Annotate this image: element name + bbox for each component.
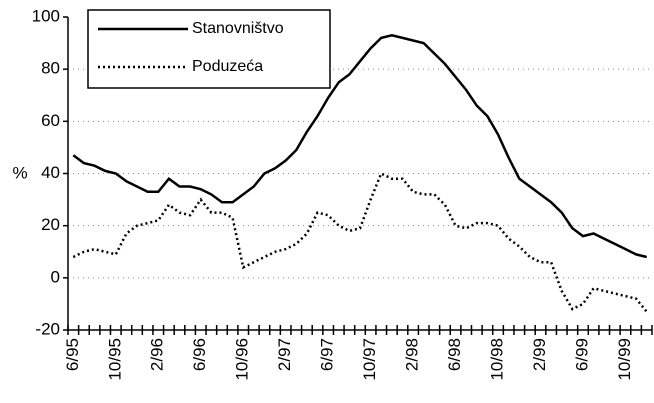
- y-tick-label: 20: [41, 215, 60, 234]
- series-line: [72, 34, 647, 259]
- y-tick-label: -20: [35, 319, 60, 338]
- x-tick-label: 2/99: [530, 338, 549, 371]
- x-tick-label: 10/96: [233, 338, 252, 381]
- legend: Stanovništvo Poduzeća: [87, 9, 331, 89]
- x-tick-label: 10/98: [488, 338, 507, 381]
- x-tick-label: 10/95: [105, 338, 124, 381]
- y-tick-label: 0: [51, 267, 60, 286]
- x-tick-label: 6/99: [572, 338, 591, 371]
- x-tick-label: 6/98: [445, 338, 464, 371]
- y-tick-label: 80: [41, 59, 60, 78]
- y-tick-label: 100: [32, 6, 60, 25]
- x-tick-label: 2/98: [403, 338, 422, 371]
- y-tick-label: 40: [41, 163, 60, 182]
- x-tick-label: 10/99: [615, 338, 634, 381]
- y-tick-label: 60: [41, 111, 60, 130]
- x-tick-label: 10/97: [360, 338, 379, 381]
- x-tick-label: 2/96: [148, 338, 167, 371]
- legend-label: Stanovništvo: [192, 20, 284, 37]
- x-tick-label: 6/95: [63, 338, 82, 371]
- x-tick-label: 2/97: [275, 338, 294, 371]
- legend-box: [87, 9, 331, 89]
- legend-label: Poduzeća: [192, 58, 263, 75]
- series-line: [72, 171, 648, 313]
- x-tick-label: 6/97: [318, 338, 337, 371]
- y-axis-label: %: [12, 163, 27, 182]
- x-tick-label: 6/96: [190, 338, 209, 371]
